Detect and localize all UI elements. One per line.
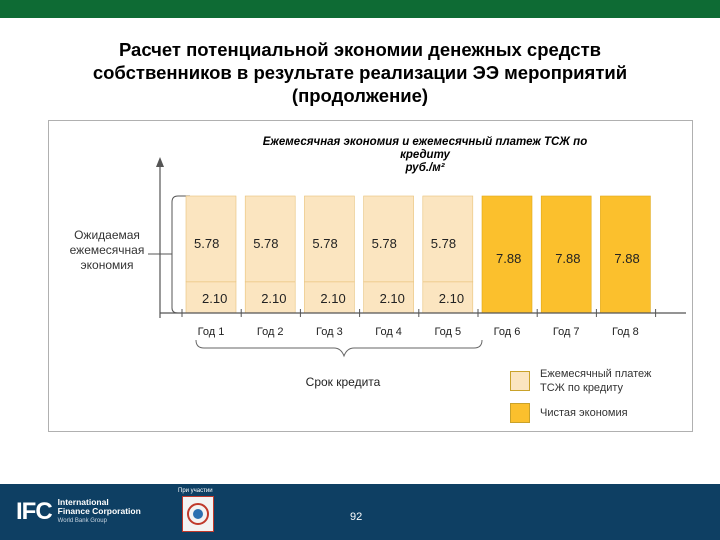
y-axis-arrow-icon: [156, 157, 164, 167]
partner-logo: [182, 496, 214, 532]
tick-label-year-5: Год 5: [434, 326, 461, 338]
legend-item-savings: Чистая экономия: [510, 403, 628, 423]
data-label-savings-8: 7.88: [614, 251, 639, 266]
tick-label-year-2: Год 2: [257, 326, 284, 338]
tick-label-year-7: Год 7: [553, 326, 580, 338]
bar-payment-3: [304, 281, 355, 314]
bar-savings-1: [185, 195, 237, 283]
ifc-name-line-2: Finance Corporation: [57, 506, 141, 516]
legend-label-payment-line-2: ТСЖ по кредиту: [540, 382, 624, 394]
bar-savings-7: [540, 195, 592, 314]
tick-label-year-8: Год 8: [612, 326, 639, 338]
ifc-name: International Finance Corporation World …: [58, 498, 141, 526]
data-label-savings-2: 5.78: [253, 236, 278, 251]
bar-payment-4: [363, 281, 414, 314]
data-label-savings-4: 5.78: [372, 236, 397, 251]
legend-label-savings-line-1: Чистая экономия: [540, 407, 628, 419]
slide-title-line-1: Расчет потенциальной экономии денежных с…: [118, 39, 602, 60]
bar-payment-1: [185, 281, 237, 314]
bar-savings-3: [304, 195, 355, 283]
legend-label-payment-line-1: Ежемесячный платеж: [540, 368, 652, 380]
data-label-savings-6: 7.88: [496, 251, 521, 266]
chart-title: Ежемесячная экономия и ежемесячный плате…: [200, 136, 650, 175]
top-bar: [0, 0, 720, 18]
legend-swatch-payment: [510, 371, 530, 391]
data-label-savings-5: 5.78: [431, 236, 456, 251]
chart-title-line-2: кредиту: [400, 149, 450, 161]
footer-bar: [0, 484, 720, 540]
legend-swatch-savings: [510, 403, 530, 423]
ifc-logo: IFC International Finance Corporation Wo…: [16, 498, 141, 526]
bar-savings-4: [363, 195, 414, 283]
ifc-logo-mark: IFC: [16, 498, 53, 525]
slide-title-line-2: собственников в результате реализации ЭЭ…: [92, 62, 628, 83]
slide-title: Расчет потенциальной экономии денежных с…: [20, 38, 700, 107]
bar-savings-5: [422, 195, 474, 283]
data-label-savings-1: 5.78: [194, 236, 219, 251]
bar-savings-8: [600, 195, 651, 314]
data-label-payment-3: 2.10: [320, 291, 345, 306]
data-label-payment-2: 2.10: [261, 291, 286, 306]
data-label-payment-5: 2.10: [439, 291, 464, 306]
legend-label-savings: Чистая экономия: [540, 406, 628, 420]
legend-label-payment: Ежемесячный платеж ТСЖ по кредиту: [540, 367, 651, 395]
ifc-name-line-1: International: [57, 497, 109, 507]
legend-item-payment: Ежемесячный платеж ТСЖ по кредиту: [510, 367, 651, 395]
data-label-payment-1: 2.10: [202, 291, 227, 306]
bar-savings-6: [481, 195, 533, 314]
data-label-savings-3: 5.78: [312, 236, 337, 251]
page-number: 92: [350, 511, 363, 523]
chart-title-line-1: Ежемесячная экономия и ежемесячный плате…: [262, 136, 588, 148]
side-label-line-1: Ожидаемая: [74, 228, 140, 242]
partner-emblem-icon: [187, 503, 209, 525]
side-label-line-2: ежемесячная: [69, 243, 145, 257]
chart-title-line-3: руб./м²: [405, 162, 445, 174]
ifc-name-sub: World Bank Group: [57, 518, 107, 524]
tick-label-year-6: Год 6: [494, 326, 521, 338]
tick-label-year-1: Год 1: [198, 326, 225, 338]
loan-term-brace: [195, 339, 483, 358]
data-label-savings-7: 7.88: [555, 251, 580, 266]
bar-payment-5: [422, 281, 474, 314]
tick-label-year-3: Год 3: [316, 326, 343, 338]
data-label-payment-4: 2.10: [380, 291, 405, 306]
side-label: Ожидаемая ежемесячная экономия: [52, 228, 162, 273]
side-label-line-3: экономия: [80, 258, 134, 272]
loan-term-label: Срок кредита: [306, 375, 381, 389]
bar-savings-2: [244, 195, 296, 283]
partner-label: При участии: [178, 488, 213, 494]
slide-title-line-3: (продолжение): [291, 85, 429, 106]
tick-label-year-4: Год 4: [375, 326, 402, 338]
